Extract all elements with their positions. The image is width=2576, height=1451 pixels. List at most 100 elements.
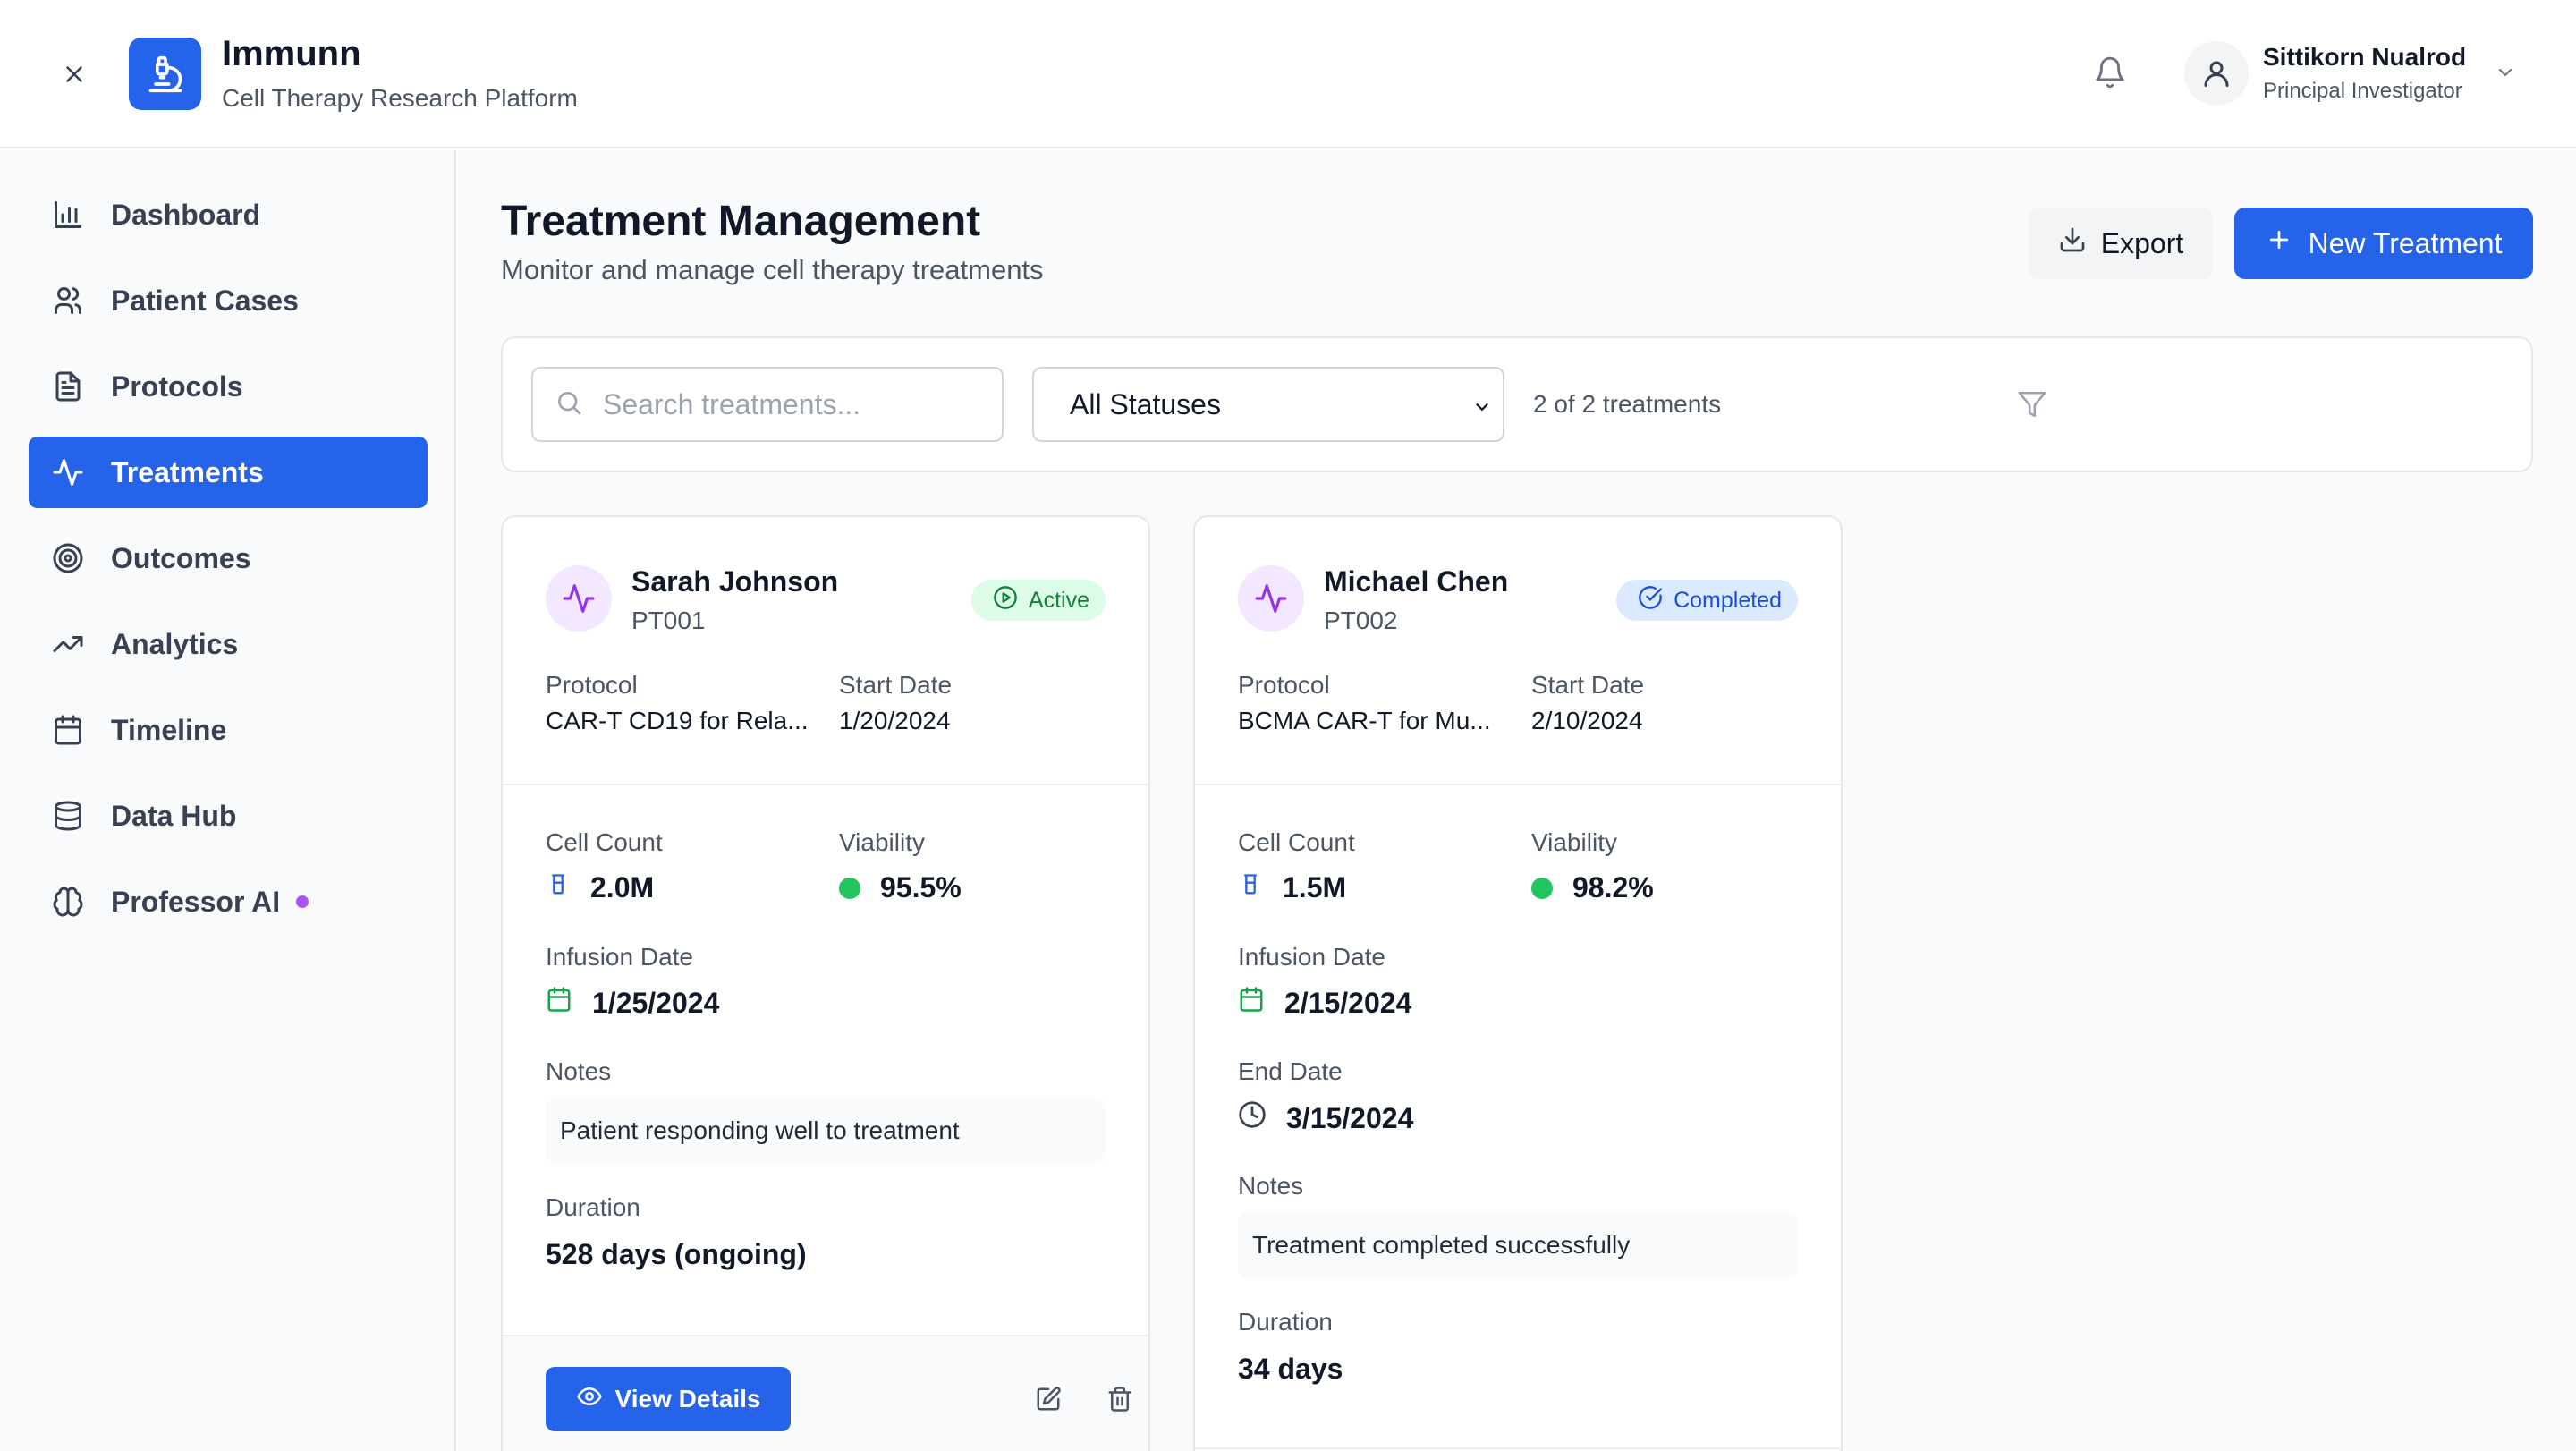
infusion-date-value: 1/25/2024 — [546, 986, 719, 1020]
duration-label: Duration — [1238, 1308, 1333, 1336]
edit-icon[interactable] — [1032, 1383, 1064, 1415]
infusion-date-text: 1/25/2024 — [592, 986, 720, 1019]
view-details-button[interactable]: View Details — [546, 1367, 791, 1431]
sidebar-item-timeline[interactable]: Timeline — [29, 694, 428, 766]
activity-icon — [50, 454, 86, 490]
notes-text: Patient responding well to treatment — [546, 1099, 1106, 1163]
sidebar-item-analytics[interactable]: Analytics — [29, 608, 428, 680]
sidebar-item-protocols[interactable]: Protocols — [29, 351, 428, 422]
test-tube-icon — [1238, 871, 1263, 904]
database-icon — [50, 798, 86, 834]
user-role: Principal Investigator — [2263, 79, 2462, 103]
protocol-value: CAR-T CD19 for Rela... — [546, 707, 809, 734]
filter-icon[interactable] — [2014, 386, 2050, 422]
sidebar-item-patient-cases[interactable]: Patient Cases — [29, 265, 428, 336]
new-treatment-button[interactable]: New Treatment — [2234, 208, 2533, 279]
notes-text: Treatment completed successfully — [1238, 1213, 1798, 1277]
infusion-date-label: Infusion Date — [546, 943, 693, 971]
play-circle-icon — [993, 585, 1018, 616]
trash-icon[interactable] — [1104, 1383, 1136, 1415]
infusion-date-value: 2/15/2024 — [1238, 986, 1411, 1020]
sidebar-item-outcomes[interactable]: Outcomes — [29, 522, 428, 594]
page-subtitle: Monitor and manage cell therapy treatmen… — [501, 254, 1044, 285]
main-content: Treatment Management Monitor and manage … — [458, 150, 2576, 1451]
calendar-icon — [1238, 986, 1265, 1020]
filter-bar: All Statuses 2 of 2 treatments — [501, 336, 2533, 472]
cell-count-label: Cell Count — [546, 828, 663, 856]
notes-label: Notes — [1238, 1172, 1304, 1200]
sidebar-item-label: Analytics — [111, 627, 239, 660]
viability-dot — [1531, 877, 1553, 899]
sidebar-item-dashboard[interactable]: Dashboard — [29, 179, 428, 250]
infusion-date-label: Infusion Date — [1238, 943, 1385, 971]
sidebar-item-treatments[interactable]: Treatments — [29, 437, 428, 508]
end-date-text: 3/15/2024 — [1286, 1101, 1414, 1134]
new-treatment-label: New Treatment — [2308, 226, 2503, 259]
activity-icon — [1238, 565, 1304, 632]
clock-icon — [1238, 1100, 1267, 1136]
sidebar: Dashboard Patient Cases Protocols Treatm… — [0, 150, 456, 1451]
viability-dot — [839, 877, 860, 899]
search-field[interactable] — [531, 367, 1004, 442]
duration-value: 528 days (ongoing) — [546, 1238, 807, 1270]
sidebar-item-label: Patient Cases — [111, 284, 299, 317]
sidebar-item-data-hub[interactable]: Data Hub — [29, 780, 428, 852]
card-header: Sarah Johnson PT001 Active Protocol CAR-… — [503, 517, 1148, 785]
microscope-icon — [129, 38, 201, 110]
chevron-down-icon — [1469, 394, 1496, 420]
start-date-label: Start Date — [839, 671, 953, 699]
sidebar-item-professor-ai[interactable]: Professor AI — [29, 866, 428, 938]
export-label: Export — [2100, 226, 2184, 259]
export-button[interactable]: Export — [2029, 208, 2213, 279]
patient-id: PT001 — [631, 607, 706, 634]
start-date-value: 1/20/2024 — [839, 707, 951, 734]
target-icon — [50, 540, 86, 576]
sidebar-item-label: Timeline — [111, 713, 227, 746]
viability-text: 95.5% — [880, 871, 962, 904]
sidebar-item-label: Data Hub — [111, 799, 237, 832]
protocol-label: Protocol — [1238, 671, 1330, 699]
end-date-label: End Date — [1238, 1057, 1343, 1085]
page-title: Treatment Management — [501, 198, 981, 245]
cell-count-value: 1.5M — [1238, 871, 1346, 904]
patient-name: Sarah Johnson — [631, 565, 839, 598]
trending-up-icon — [50, 626, 86, 662]
view-details-label: View Details — [614, 1385, 761, 1413]
top-header: Immunn Cell Therapy Research Platform Si… — [0, 0, 2576, 148]
search-icon — [555, 388, 583, 421]
start-date-label: Start Date — [1531, 671, 1645, 699]
viability-value: 95.5% — [839, 871, 962, 904]
app-name: Immunn — [222, 34, 361, 73]
status-badge: Completed — [1616, 580, 1798, 621]
avatar[interactable] — [2184, 41, 2249, 106]
status-select-value: All Statuses — [1070, 387, 1221, 420]
sidebar-item-label: Protocols — [111, 369, 243, 403]
start-date-value: 2/10/2024 — [1531, 707, 1643, 734]
notes-label: Notes — [546, 1057, 612, 1085]
protocol-value: BCMA CAR-T for Mu... — [1238, 707, 1491, 734]
treatment-card: Michael Chen PT002 Completed Protocol BC… — [1193, 515, 1843, 1451]
app-subtitle: Cell Therapy Research Platform — [222, 84, 578, 112]
eye-icon — [576, 1383, 603, 1416]
status-select[interactable]: All Statuses — [1032, 367, 1504, 442]
close-icon[interactable] — [54, 54, 95, 95]
duration-value: 34 days — [1238, 1353, 1343, 1385]
sidebar-item-label: Dashboard — [111, 198, 261, 231]
sidebar-item-label: Professor AI — [111, 885, 281, 918]
bell-icon[interactable] — [2089, 52, 2131, 93]
status-label: Active — [1028, 587, 1089, 613]
chevron-down-icon[interactable] — [2492, 59, 2519, 86]
duration-label: Duration — [546, 1193, 640, 1221]
viability-label: Viability — [1531, 828, 1617, 856]
card-footer — [1195, 1447, 1841, 1451]
infusion-date-text: 2/15/2024 — [1284, 986, 1412, 1019]
calendar-icon — [50, 712, 86, 748]
sidebar-item-label: Treatments — [111, 455, 264, 488]
users-icon — [50, 283, 86, 318]
sidebar-item-label: Outcomes — [111, 541, 251, 574]
bar-chart-icon — [50, 197, 86, 233]
search-input[interactable] — [603, 387, 996, 421]
user-name[interactable]: Sittikorn Nualrod — [2263, 43, 2467, 71]
calendar-icon — [546, 986, 572, 1020]
download-icon — [2058, 225, 2087, 261]
